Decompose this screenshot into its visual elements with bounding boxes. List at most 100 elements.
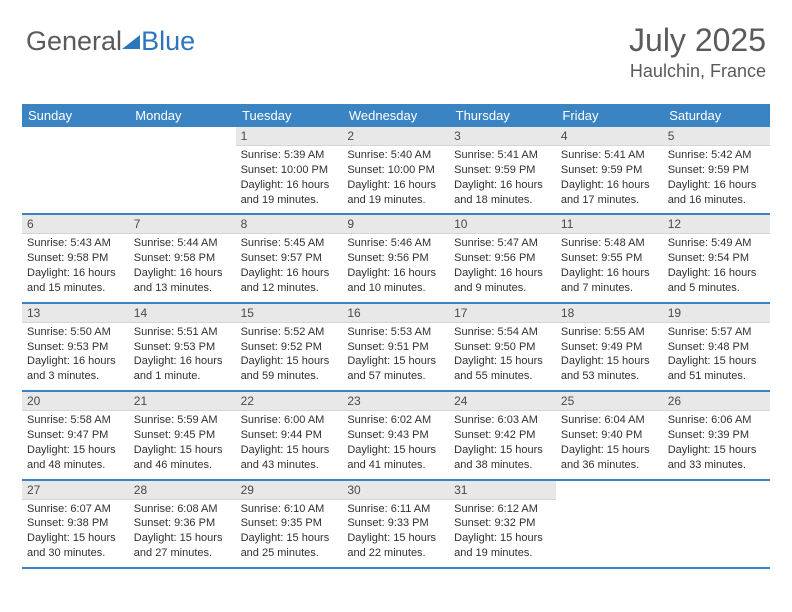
calendar-day-cell: 22Sunrise: 6:00 AMSunset: 9:44 PMDayligh… [236, 391, 343, 479]
calendar-day-cell: 27Sunrise: 6:07 AMSunset: 9:38 PMDayligh… [22, 480, 129, 568]
day-details: Sunrise: 5:41 AMSunset: 9:59 PMDaylight:… [449, 146, 556, 213]
day-number: 24 [449, 392, 556, 411]
calendar-day-cell: 9Sunrise: 5:46 AMSunset: 9:56 PMDaylight… [342, 214, 449, 302]
calendar-day-cell: 23Sunrise: 6:02 AMSunset: 9:43 PMDayligh… [342, 391, 449, 479]
day-details: Sunrise: 6:03 AMSunset: 9:42 PMDaylight:… [449, 411, 556, 478]
calendar-day-cell: 17Sunrise: 5:54 AMSunset: 9:50 PMDayligh… [449, 303, 556, 391]
day-details: Sunrise: 6:10 AMSunset: 9:35 PMDaylight:… [236, 500, 343, 567]
day-details: Sunrise: 6:00 AMSunset: 9:44 PMDaylight:… [236, 411, 343, 478]
calendar-empty-cell [556, 480, 663, 568]
calendar-empty-cell [129, 127, 236, 214]
calendar-day-cell: 2Sunrise: 5:40 AMSunset: 10:00 PMDayligh… [342, 127, 449, 214]
day-details: Sunrise: 6:07 AMSunset: 9:38 PMDaylight:… [22, 500, 129, 567]
day-number: 10 [449, 215, 556, 234]
day-number: 14 [129, 304, 236, 323]
calendar-day-cell: 16Sunrise: 5:53 AMSunset: 9:51 PMDayligh… [342, 303, 449, 391]
day-number: 30 [342, 481, 449, 500]
day-details: Sunrise: 5:58 AMSunset: 9:47 PMDaylight:… [22, 411, 129, 478]
calendar-day-cell: 30Sunrise: 6:11 AMSunset: 9:33 PMDayligh… [342, 480, 449, 568]
day-number: 22 [236, 392, 343, 411]
calendar-day-cell: 3Sunrise: 5:41 AMSunset: 9:59 PMDaylight… [449, 127, 556, 214]
day-of-week-header: Thursday [449, 104, 556, 127]
day-number: 27 [22, 481, 129, 500]
calendar-day-cell: 31Sunrise: 6:12 AMSunset: 9:32 PMDayligh… [449, 480, 556, 568]
day-number: 3 [449, 127, 556, 146]
calendar-empty-cell [22, 127, 129, 214]
calendar-day-cell: 18Sunrise: 5:55 AMSunset: 9:49 PMDayligh… [556, 303, 663, 391]
day-of-week-header: Friday [556, 104, 663, 127]
day-number: 20 [22, 392, 129, 411]
day-details: Sunrise: 5:50 AMSunset: 9:53 PMDaylight:… [22, 323, 129, 390]
day-of-week-header: Wednesday [342, 104, 449, 127]
day-details: Sunrise: 5:41 AMSunset: 9:59 PMDaylight:… [556, 146, 663, 213]
day-number: 1 [236, 127, 343, 146]
day-details: Sunrise: 5:49 AMSunset: 9:54 PMDaylight:… [663, 234, 770, 301]
calendar-day-cell: 25Sunrise: 6:04 AMSunset: 9:40 PMDayligh… [556, 391, 663, 479]
day-details: Sunrise: 5:52 AMSunset: 9:52 PMDaylight:… [236, 323, 343, 390]
day-number: 12 [663, 215, 770, 234]
day-number: 21 [129, 392, 236, 411]
day-details: Sunrise: 5:57 AMSunset: 9:48 PMDaylight:… [663, 323, 770, 390]
day-details: Sunrise: 5:40 AMSunset: 10:00 PMDaylight… [342, 146, 449, 213]
day-details: Sunrise: 5:42 AMSunset: 9:59 PMDaylight:… [663, 146, 770, 213]
calendar-table: SundayMondayTuesdayWednesdayThursdayFrid… [22, 104, 770, 569]
day-details: Sunrise: 5:59 AMSunset: 9:45 PMDaylight:… [129, 411, 236, 478]
day-details: Sunrise: 6:04 AMSunset: 9:40 PMDaylight:… [556, 411, 663, 478]
calendar-day-cell: 29Sunrise: 6:10 AMSunset: 9:35 PMDayligh… [236, 480, 343, 568]
page-header: July 2025 Haulchin, France [629, 22, 766, 82]
day-details: Sunrise: 5:43 AMSunset: 9:58 PMDaylight:… [22, 234, 129, 301]
calendar-day-cell: 13Sunrise: 5:50 AMSunset: 9:53 PMDayligh… [22, 303, 129, 391]
calendar-day-cell: 1Sunrise: 5:39 AMSunset: 10:00 PMDayligh… [236, 127, 343, 214]
calendar-day-cell: 12Sunrise: 5:49 AMSunset: 9:54 PMDayligh… [663, 214, 770, 302]
day-of-week-header: Monday [129, 104, 236, 127]
day-number: 9 [342, 215, 449, 234]
calendar-week-row: 6Sunrise: 5:43 AMSunset: 9:58 PMDaylight… [22, 214, 770, 302]
day-details: Sunrise: 5:48 AMSunset: 9:55 PMDaylight:… [556, 234, 663, 301]
calendar-day-cell: 11Sunrise: 5:48 AMSunset: 9:55 PMDayligh… [556, 214, 663, 302]
day-number: 29 [236, 481, 343, 500]
logo-text-2: Blue [141, 26, 195, 57]
day-details: Sunrise: 5:55 AMSunset: 9:49 PMDaylight:… [556, 323, 663, 390]
calendar-day-cell: 28Sunrise: 6:08 AMSunset: 9:36 PMDayligh… [129, 480, 236, 568]
page-title: July 2025 [629, 22, 766, 59]
logo-text-1: General [26, 26, 122, 57]
day-number: 18 [556, 304, 663, 323]
logo-triangle-icon [122, 35, 140, 49]
calendar-day-cell: 20Sunrise: 5:58 AMSunset: 9:47 PMDayligh… [22, 391, 129, 479]
day-details: Sunrise: 5:51 AMSunset: 9:53 PMDaylight:… [129, 323, 236, 390]
calendar-day-cell: 7Sunrise: 5:44 AMSunset: 9:58 PMDaylight… [129, 214, 236, 302]
day-details: Sunrise: 5:46 AMSunset: 9:56 PMDaylight:… [342, 234, 449, 301]
calendar-day-cell: 6Sunrise: 5:43 AMSunset: 9:58 PMDaylight… [22, 214, 129, 302]
day-of-week-header: Saturday [663, 104, 770, 127]
day-details: Sunrise: 5:53 AMSunset: 9:51 PMDaylight:… [342, 323, 449, 390]
calendar-week-row: 20Sunrise: 5:58 AMSunset: 9:47 PMDayligh… [22, 391, 770, 479]
day-number: 23 [342, 392, 449, 411]
calendar-day-cell: 10Sunrise: 5:47 AMSunset: 9:56 PMDayligh… [449, 214, 556, 302]
calendar-day-cell: 19Sunrise: 5:57 AMSunset: 9:48 PMDayligh… [663, 303, 770, 391]
day-details: Sunrise: 5:39 AMSunset: 10:00 PMDaylight… [236, 146, 343, 213]
day-number: 31 [449, 481, 556, 500]
calendar-day-cell: 24Sunrise: 6:03 AMSunset: 9:42 PMDayligh… [449, 391, 556, 479]
day-number: 8 [236, 215, 343, 234]
brand-logo: General Blue [26, 26, 195, 57]
day-number: 11 [556, 215, 663, 234]
day-number: 19 [663, 304, 770, 323]
calendar-empty-cell [663, 480, 770, 568]
day-of-week-header-row: SundayMondayTuesdayWednesdayThursdayFrid… [22, 104, 770, 127]
location-label: Haulchin, France [629, 61, 766, 82]
day-number: 6 [22, 215, 129, 234]
calendar-day-cell: 4Sunrise: 5:41 AMSunset: 9:59 PMDaylight… [556, 127, 663, 214]
day-number: 25 [556, 392, 663, 411]
day-details: Sunrise: 5:44 AMSunset: 9:58 PMDaylight:… [129, 234, 236, 301]
calendar-day-cell: 8Sunrise: 5:45 AMSunset: 9:57 PMDaylight… [236, 214, 343, 302]
calendar-week-row: 13Sunrise: 5:50 AMSunset: 9:53 PMDayligh… [22, 303, 770, 391]
calendar-week-row: 1Sunrise: 5:39 AMSunset: 10:00 PMDayligh… [22, 127, 770, 214]
day-number: 16 [342, 304, 449, 323]
day-number: 7 [129, 215, 236, 234]
calendar-day-cell: 15Sunrise: 5:52 AMSunset: 9:52 PMDayligh… [236, 303, 343, 391]
day-of-week-header: Sunday [22, 104, 129, 127]
calendar-week-row: 27Sunrise: 6:07 AMSunset: 9:38 PMDayligh… [22, 480, 770, 568]
day-number: 13 [22, 304, 129, 323]
day-of-week-header: Tuesday [236, 104, 343, 127]
day-details: Sunrise: 6:02 AMSunset: 9:43 PMDaylight:… [342, 411, 449, 478]
